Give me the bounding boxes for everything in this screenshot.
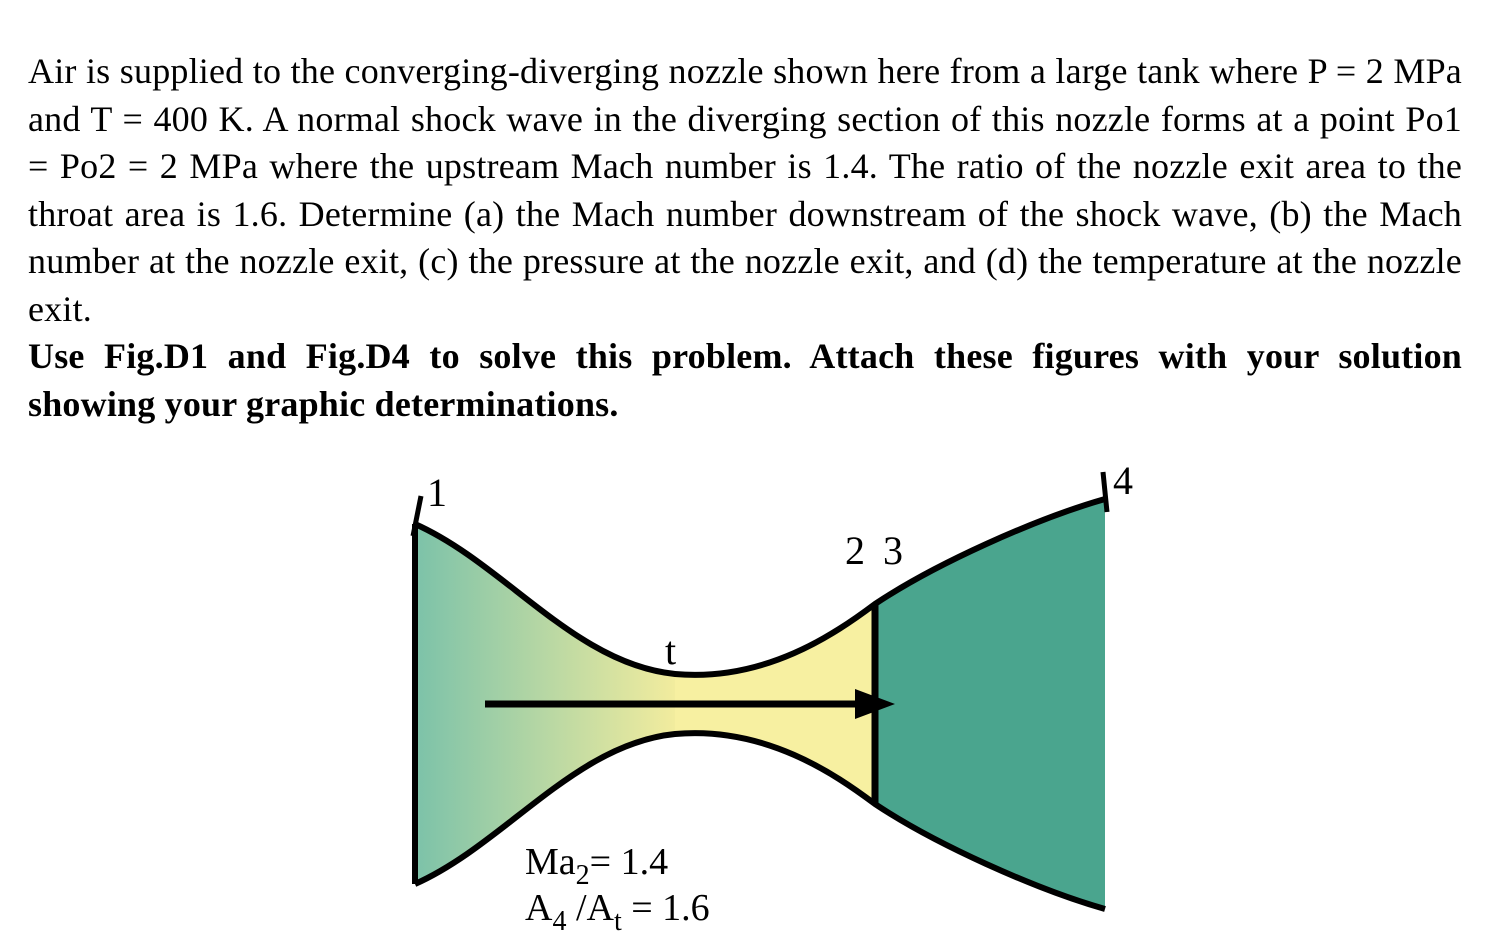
problem-instruction: Use Fig.D1 and Fig.D4 to solve this prob…	[28, 336, 1462, 424]
nozzle-svg: 1 t 2 3 4 Ma2= 1.4 A4 /At = 1.6	[335, 464, 1155, 944]
diverging-post-shock	[875, 499, 1105, 909]
problem-body: Air is supplied to the converging-diverg…	[28, 48, 1462, 428]
ma2-equation: Ma2= 1.4	[525, 841, 668, 891]
station23-label: 2 3	[845, 528, 907, 573]
nozzle-figure: 1 t 2 3 4 Ma2= 1.4 A4 /At = 1.6	[28, 464, 1462, 944]
throat-label: t	[665, 628, 676, 673]
problem-sentence: Air is supplied to the converging-diverg…	[28, 51, 1462, 329]
station4-label: 4	[1113, 464, 1133, 503]
station1-label: 1	[427, 470, 447, 515]
area-ratio-equation: A4 /At = 1.6	[525, 887, 710, 937]
